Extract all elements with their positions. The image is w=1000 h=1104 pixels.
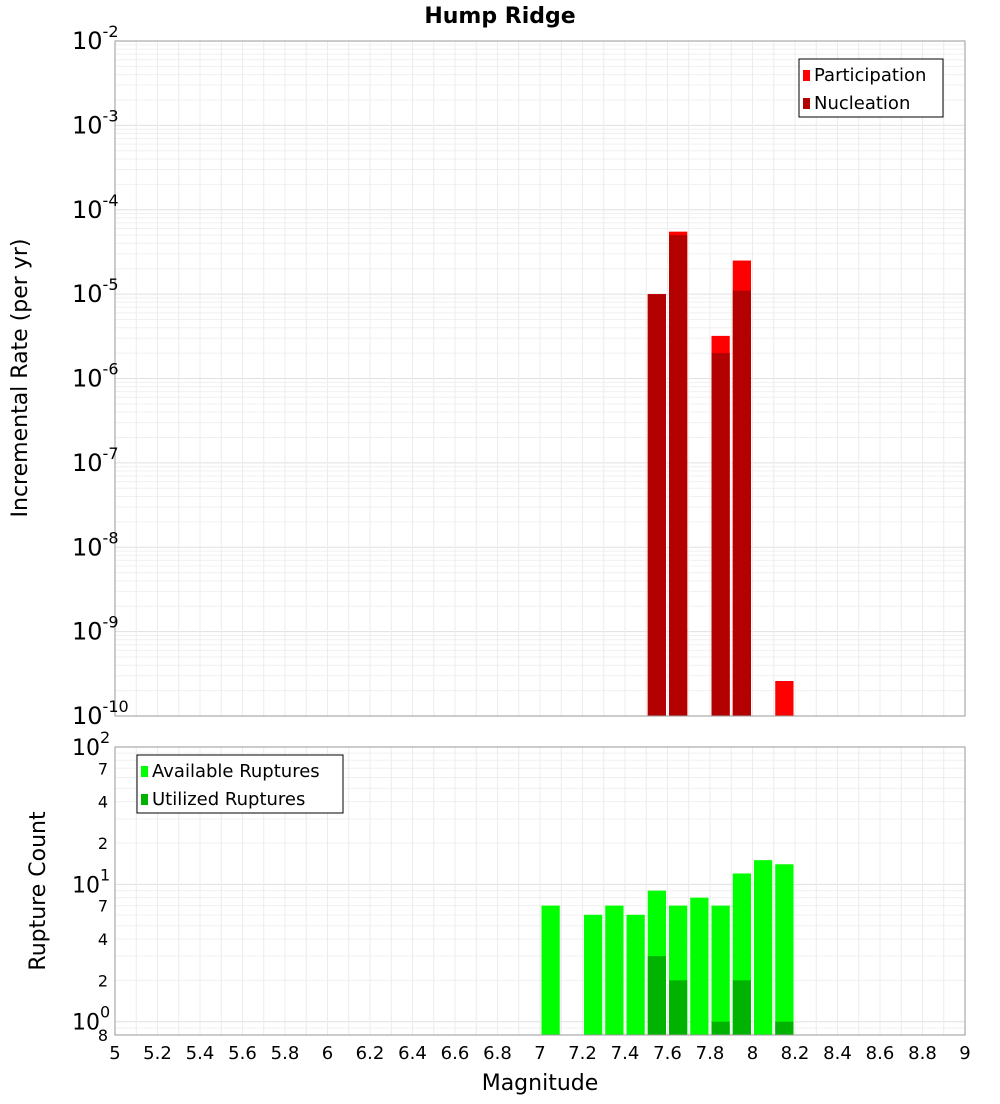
y-tick-label: 10-4 xyxy=(72,191,119,224)
bar-nucleation xyxy=(669,235,688,716)
y-tick-label: 10-6 xyxy=(72,360,119,393)
y-tick-label: 10-8 xyxy=(72,528,119,561)
legend-swatch xyxy=(141,794,148,805)
legend-swatch xyxy=(803,98,810,109)
x-tick-label: 7.2 xyxy=(568,1043,597,1064)
bar-utilized-ruptures xyxy=(775,1021,794,1035)
legend-label: Participation xyxy=(814,65,926,86)
x-tick-label: 8.8 xyxy=(908,1043,937,1064)
legend-box xyxy=(136,754,344,814)
x-tick-label: 7.4 xyxy=(611,1043,640,1064)
y-tick-label: 7 xyxy=(98,759,108,778)
y-tick-label: 10-7 xyxy=(72,444,119,477)
x-tick-label: 7.6 xyxy=(653,1043,682,1064)
x-tick-label: 6.2 xyxy=(356,1043,385,1064)
x-tick-label: 6 xyxy=(322,1043,333,1064)
legend: Available Ruptures Utilized Ruptures xyxy=(136,754,344,814)
y-tick-label: 10-10 xyxy=(72,697,129,730)
legend-swatch xyxy=(803,70,810,81)
legend-swatch xyxy=(141,766,148,777)
bar-utilized-ruptures xyxy=(711,1021,730,1035)
y-tick-label: 101 xyxy=(72,865,110,898)
y-tick-label: 10-2 xyxy=(72,22,119,55)
chart-title: Hump Ridge xyxy=(424,4,575,29)
x-axis-label: Magnitude xyxy=(482,1071,599,1096)
bar-nucleation xyxy=(647,294,666,716)
bottom-y-axis-label: Rupture Count xyxy=(26,811,51,971)
x-tick-label: 7.8 xyxy=(696,1043,725,1064)
y-tick-label: 4 xyxy=(98,930,108,949)
x-tick-label: 7 xyxy=(534,1043,545,1064)
y-tick-label: 4 xyxy=(98,793,108,812)
bar-available-ruptures xyxy=(690,897,709,1035)
x-tick-label: 9 xyxy=(959,1043,970,1064)
top-y-axis-label: Incremental Rate (per yr) xyxy=(8,239,33,518)
y-tick-label: 10-5 xyxy=(72,275,119,308)
x-tick-label: 5 xyxy=(109,1043,120,1064)
legend-box xyxy=(798,58,944,118)
bar-available-ruptures xyxy=(541,905,560,1035)
bar-available-ruptures xyxy=(584,914,603,1035)
bar-utilized-ruptures xyxy=(647,956,666,1035)
bar-available-ruptures xyxy=(775,864,794,1035)
panel-0: 10-10 10-9 10-8 10-7 10-6 10-5 10-4 10-3 10-2 Par… xyxy=(72,22,966,730)
bar-participation xyxy=(775,680,794,716)
bar-available-ruptures xyxy=(711,905,730,1035)
bar-available-ruptures xyxy=(754,860,773,1035)
x-tick-label: 6.6 xyxy=(441,1043,470,1064)
x-tick-label: 5.2 xyxy=(143,1043,172,1064)
x-tick-label: 8.4 xyxy=(823,1043,852,1064)
x-tick-label: 8 xyxy=(747,1043,758,1064)
x-tick-label: 5.6 xyxy=(228,1043,257,1064)
y-tick-label: 2 xyxy=(98,971,108,990)
bar-utilized-ruptures xyxy=(732,980,751,1035)
y-tick-label: 7 xyxy=(98,897,108,916)
bar-nucleation xyxy=(732,290,751,716)
plot-frame xyxy=(114,746,966,1036)
x-tick-label: 5.8 xyxy=(271,1043,300,1064)
bar-available-ruptures xyxy=(605,905,624,1035)
bar-utilized-ruptures xyxy=(669,980,688,1035)
x-tick-label: 6.8 xyxy=(483,1043,512,1064)
bar-available-ruptures xyxy=(626,914,645,1035)
legend-label: Utilized Ruptures xyxy=(152,789,305,810)
y-tick-label: 10-9 xyxy=(72,613,119,646)
x-tick-label: 8.2 xyxy=(781,1043,810,1064)
y-tick-label: 8 xyxy=(98,1026,108,1045)
x-tick-label: 5.4 xyxy=(186,1043,215,1064)
y-tick-label: 102 xyxy=(72,728,110,761)
y-tick-label: 10-3 xyxy=(72,106,119,139)
bar-nucleation xyxy=(711,353,730,716)
legend-label: Nucleation xyxy=(814,93,910,114)
legend-label: Available Ruptures xyxy=(152,761,320,782)
x-tick-label: 6.4 xyxy=(398,1043,427,1064)
legend: Participation Nucleation xyxy=(798,58,944,118)
y-tick-label: 100 xyxy=(72,1003,110,1036)
x-tick-label: 8.6 xyxy=(866,1043,895,1064)
plot-frame xyxy=(114,40,966,717)
y-tick-label: 2 xyxy=(98,834,108,853)
